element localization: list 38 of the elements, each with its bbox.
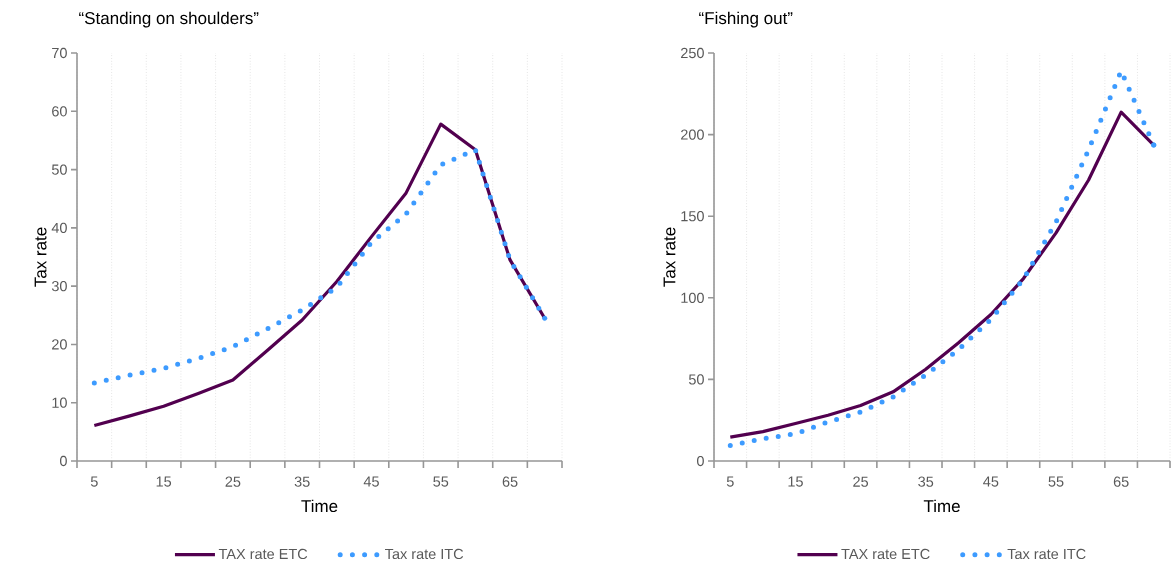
legend-label: Tax rate ITC (385, 548, 464, 560)
y-tick-label: 150 (681, 211, 704, 222)
x-tick-label: 15 (156, 476, 172, 487)
x-tick-label: 5 (90, 476, 98, 487)
x-tick-label: 55 (1048, 476, 1064, 487)
y-tick-label: 250 (681, 47, 704, 59)
x-tick-label: 65 (1113, 476, 1129, 487)
chart-title: “Standing on shoulders” (79, 11, 259, 28)
x-tick-label: 15 (788, 476, 803, 487)
y-tick-label: 70 (52, 47, 67, 59)
x-tick-label: 35 (918, 476, 934, 487)
legend-label: TAX rate ETC (841, 548, 930, 560)
y-axis-title: Tax rate (34, 227, 47, 287)
x-tick-label: 55 (433, 476, 449, 487)
y-tick-label: 100 (681, 292, 704, 303)
x-axis-title: Time (923, 499, 960, 513)
chart-title: “Fishing out” (699, 11, 793, 28)
y-tick-label: 50 (688, 374, 704, 385)
y-tick-label: 200 (681, 129, 704, 140)
y-axis-title: Tax rate (663, 227, 676, 287)
y-tick-label: 0 (696, 455, 704, 467)
x-axis-title: Time (301, 499, 338, 513)
y-tick-label: 50 (51, 164, 67, 175)
x-tick-label: 45 (363, 476, 379, 487)
y-tick-label: 20 (52, 339, 67, 350)
legend-label: Tax rate ITC (1007, 548, 1086, 560)
y-tick-label: 10 (52, 397, 67, 408)
y-tick-label: 60 (52, 106, 67, 117)
legend-label: TAX rate ETC (218, 548, 308, 560)
x-tick-label: 45 (983, 476, 999, 487)
x-tick-label: 65 (502, 476, 518, 487)
y-tick-label: 40 (51, 222, 67, 233)
x-tick-label: 5 (726, 476, 734, 487)
y-tick-label: 0 (59, 455, 67, 467)
y-tick-label: 30 (51, 281, 67, 292)
x-tick-label: 25 (225, 476, 241, 487)
x-tick-label: 25 (853, 476, 869, 487)
x-tick-label: 35 (294, 476, 310, 487)
